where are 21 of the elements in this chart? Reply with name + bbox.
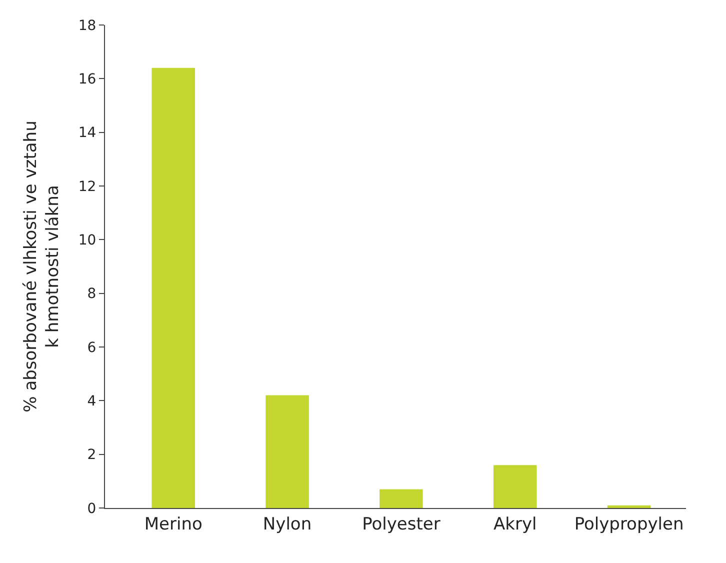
x-tick-label: Polypropylen [574, 514, 684, 534]
y-tick-label: 18 [78, 18, 96, 34]
y-tick-label: 10 [78, 232, 96, 249]
y-tick-label: 8 [87, 286, 96, 302]
y-tick-label: 14 [78, 125, 96, 142]
x-tick-label: Merino [144, 514, 202, 534]
y-tick-label: 6 [87, 340, 96, 356]
y-axis-title: % absorbované vlhkosti ve vztahu k hmotnosti vlákna [20, 120, 63, 412]
y-tick-label: 0 [87, 500, 96, 517]
bar [152, 68, 195, 508]
x-tick-label: Polyester [362, 514, 440, 534]
x-tick-label: Akryl [493, 514, 537, 534]
y-tick-label: 2 [87, 447, 96, 464]
bar [493, 465, 537, 508]
y-tick-label: 12 [78, 178, 96, 195]
bar [380, 489, 423, 508]
x-tick-label: Nylon [262, 514, 312, 534]
y-tick-label: 4 [87, 394, 96, 410]
y-tick-label: 16 [78, 72, 96, 88]
bar [607, 505, 651, 508]
bar [266, 395, 309, 508]
